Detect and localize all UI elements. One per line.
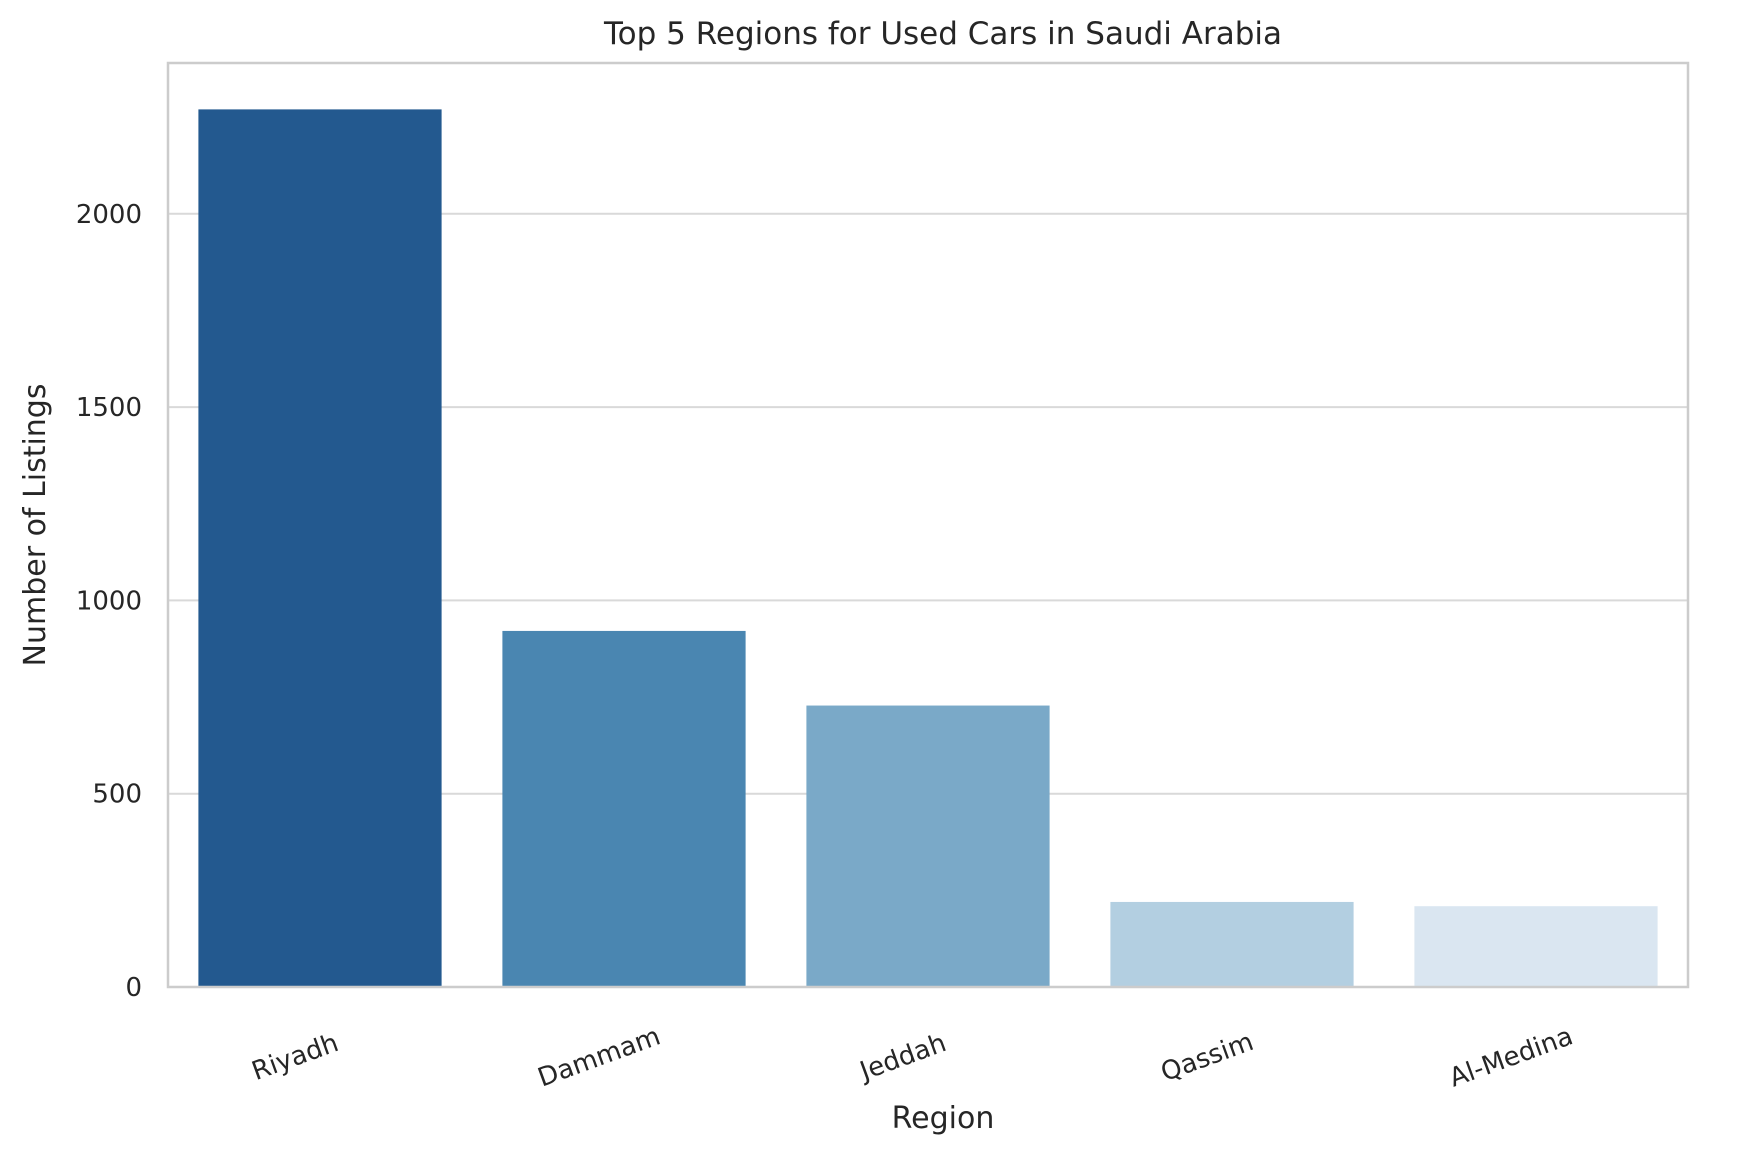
x-tick-label: Riyadh bbox=[248, 1028, 342, 1087]
bar-jeddah bbox=[806, 705, 1050, 987]
x-axis-label: Region bbox=[892, 1101, 995, 1136]
y-tick-label: 0 bbox=[125, 973, 142, 1003]
y-axis-label: Number of Listings bbox=[18, 384, 53, 667]
bar-riyadh bbox=[198, 109, 442, 987]
bar-al-medina bbox=[1414, 906, 1658, 987]
x-tick-labels: Riyadh Dammam Jeddah Qassim Al-Medina bbox=[248, 1021, 1577, 1093]
x-tick-label: Al-Medina bbox=[1446, 1021, 1577, 1093]
y-tick-label: 1500 bbox=[76, 393, 142, 423]
y-tick-label: 500 bbox=[92, 780, 142, 810]
chart-title: Top 5 Regions for Used Cars in Saudi Ara… bbox=[603, 16, 1282, 52]
x-tick-label: Jeddah bbox=[854, 1028, 950, 1087]
bars bbox=[198, 109, 1658, 987]
y-tick-label: 2000 bbox=[76, 200, 142, 230]
x-tick-label: Dammam bbox=[534, 1022, 664, 1094]
x-tick-label: Qassim bbox=[1157, 1027, 1258, 1088]
plot-frame bbox=[166, 61, 1690, 989]
y-tick-label: 1000 bbox=[76, 586, 142, 616]
bar-dammam bbox=[502, 630, 746, 987]
y-tick-labels: 0 500 1000 1500 2000 bbox=[76, 200, 142, 1003]
bar-qassim bbox=[1110, 901, 1354, 987]
